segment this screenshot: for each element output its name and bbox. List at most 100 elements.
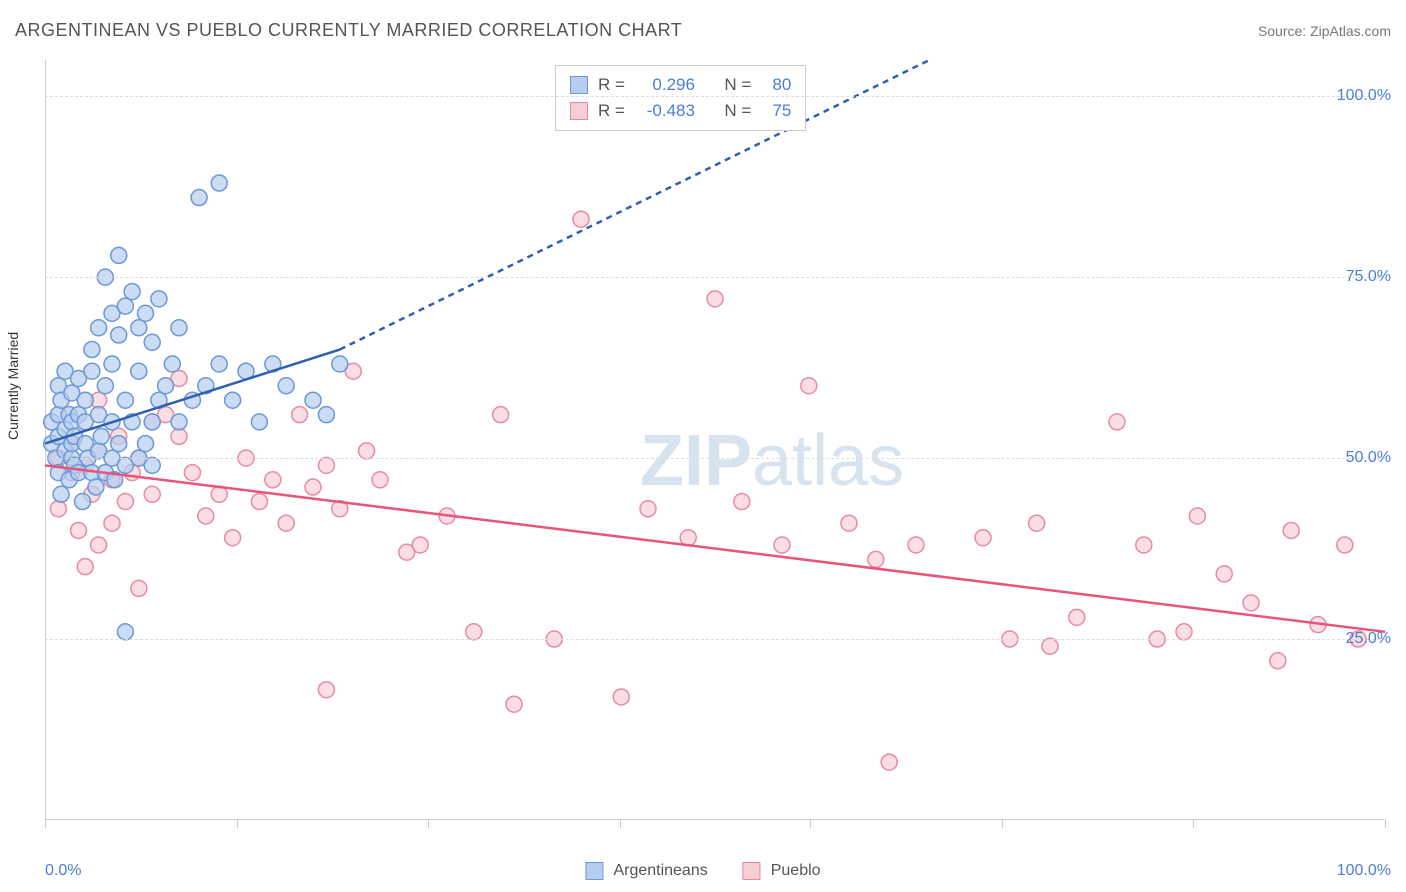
- stats-row-argentineans: R = 0.296 N = 80: [570, 72, 791, 98]
- legend-swatch-pueblo: [743, 862, 761, 880]
- scatter-point: [1216, 566, 1232, 582]
- scatter-point: [1243, 595, 1259, 611]
- scatter-point: [138, 436, 154, 452]
- x-tick: [810, 820, 811, 828]
- scatter-point: [318, 457, 334, 473]
- scatter-point: [1270, 653, 1286, 669]
- scatter-point: [144, 414, 160, 430]
- x-tick: [1385, 820, 1386, 828]
- scatter-point: [493, 407, 509, 423]
- scatter-point: [104, 356, 120, 372]
- scatter-point: [111, 327, 127, 343]
- y-tick-label: 25.0%: [1346, 630, 1391, 648]
- y-tick-label: 50.0%: [1346, 449, 1391, 467]
- r-value-argentineans: 0.296: [635, 72, 695, 98]
- scatter-point: [144, 486, 160, 502]
- scatter-point: [131, 363, 147, 379]
- scatter-point: [111, 247, 127, 263]
- scatter-point: [841, 515, 857, 531]
- scatter-point: [211, 175, 227, 191]
- scatter-point: [412, 537, 428, 553]
- scatter-point: [318, 407, 334, 423]
- scatter-point: [71, 522, 87, 538]
- y-tick-label: 100.0%: [1337, 87, 1391, 105]
- n-value-pueblo: 75: [761, 98, 791, 124]
- bottom-legend: Argentineans Pueblo: [585, 862, 820, 880]
- scatter-point: [50, 501, 66, 517]
- scatter-point: [144, 457, 160, 473]
- y-tick-label: 75.0%: [1346, 268, 1391, 286]
- scatter-point: [292, 407, 308, 423]
- scatter-point: [91, 320, 107, 336]
- legend-item-pueblo: Pueblo: [743, 862, 821, 880]
- scatter-point: [144, 334, 160, 350]
- gridline: [45, 96, 1385, 97]
- scatter-point: [251, 414, 267, 430]
- legend-label-pueblo: Pueblo: [771, 862, 821, 880]
- stats-row-pueblo: R = -0.483 N = 75: [570, 98, 791, 124]
- scatter-point: [573, 211, 589, 227]
- scatter-point: [278, 515, 294, 531]
- legend-label-argentineans: Argentineans: [613, 862, 707, 880]
- scatter-point: [111, 436, 127, 452]
- scatter-point: [359, 443, 375, 459]
- scatter-point: [1029, 515, 1045, 531]
- legend-swatch-argentineans: [585, 862, 603, 880]
- scatter-point: [506, 696, 522, 712]
- scatter-point: [104, 515, 120, 531]
- n-label: N =: [724, 98, 751, 124]
- x-tick: [45, 820, 46, 828]
- scatter-point: [151, 291, 167, 307]
- source-citation: Source: ZipAtlas.com: [1258, 23, 1391, 39]
- scatter-point: [466, 624, 482, 640]
- scatter-point: [734, 494, 750, 510]
- swatch-argentineans: [570, 76, 588, 94]
- r-value-pueblo: -0.483: [635, 98, 695, 124]
- scatter-point: [164, 356, 180, 372]
- scatter-point: [305, 392, 321, 408]
- scatter-point: [117, 624, 133, 640]
- scatter-point: [707, 291, 723, 307]
- legend-item-argentineans: Argentineans: [585, 862, 707, 880]
- scatter-point: [117, 392, 133, 408]
- trend-line: [45, 465, 1385, 631]
- scatter-point: [278, 378, 294, 394]
- gridline: [45, 277, 1385, 278]
- n-value-argentineans: 80: [761, 72, 791, 98]
- scatter-point: [84, 363, 100, 379]
- x-tick: [237, 820, 238, 828]
- scatter-point: [97, 378, 113, 394]
- scatter-point: [84, 342, 100, 358]
- r-label: R =: [598, 98, 625, 124]
- scatter-point: [225, 392, 241, 408]
- scatter-point: [1069, 609, 1085, 625]
- scatter-point: [225, 530, 241, 546]
- y-axis-label: Currently Married: [5, 332, 21, 440]
- stats-legend-box: R = 0.296 N = 80 R = -0.483 N = 75: [555, 65, 806, 131]
- r-label: R =: [598, 72, 625, 98]
- scatter-point: [131, 320, 147, 336]
- scatter-point: [774, 537, 790, 553]
- scatter-point: [1042, 638, 1058, 654]
- x-axis-max-label: 100.0%: [1337, 862, 1391, 880]
- gridline: [45, 458, 1385, 459]
- x-tick: [1193, 820, 1194, 828]
- scatter-point: [640, 501, 656, 517]
- scatter-point: [613, 689, 629, 705]
- x-tick: [428, 820, 429, 828]
- scatter-svg: [45, 60, 1385, 820]
- scatter-point: [868, 551, 884, 567]
- scatter-point: [93, 428, 109, 444]
- scatter-point: [184, 465, 200, 481]
- scatter-point: [91, 537, 107, 553]
- scatter-point: [265, 472, 281, 488]
- scatter-point: [53, 486, 69, 502]
- x-tick: [1002, 820, 1003, 828]
- scatter-point: [1109, 414, 1125, 430]
- scatter-point: [1176, 624, 1192, 640]
- scatter-point: [138, 305, 154, 321]
- scatter-point: [1283, 522, 1299, 538]
- scatter-point: [211, 356, 227, 372]
- scatter-point: [75, 494, 91, 510]
- scatter-point: [124, 284, 140, 300]
